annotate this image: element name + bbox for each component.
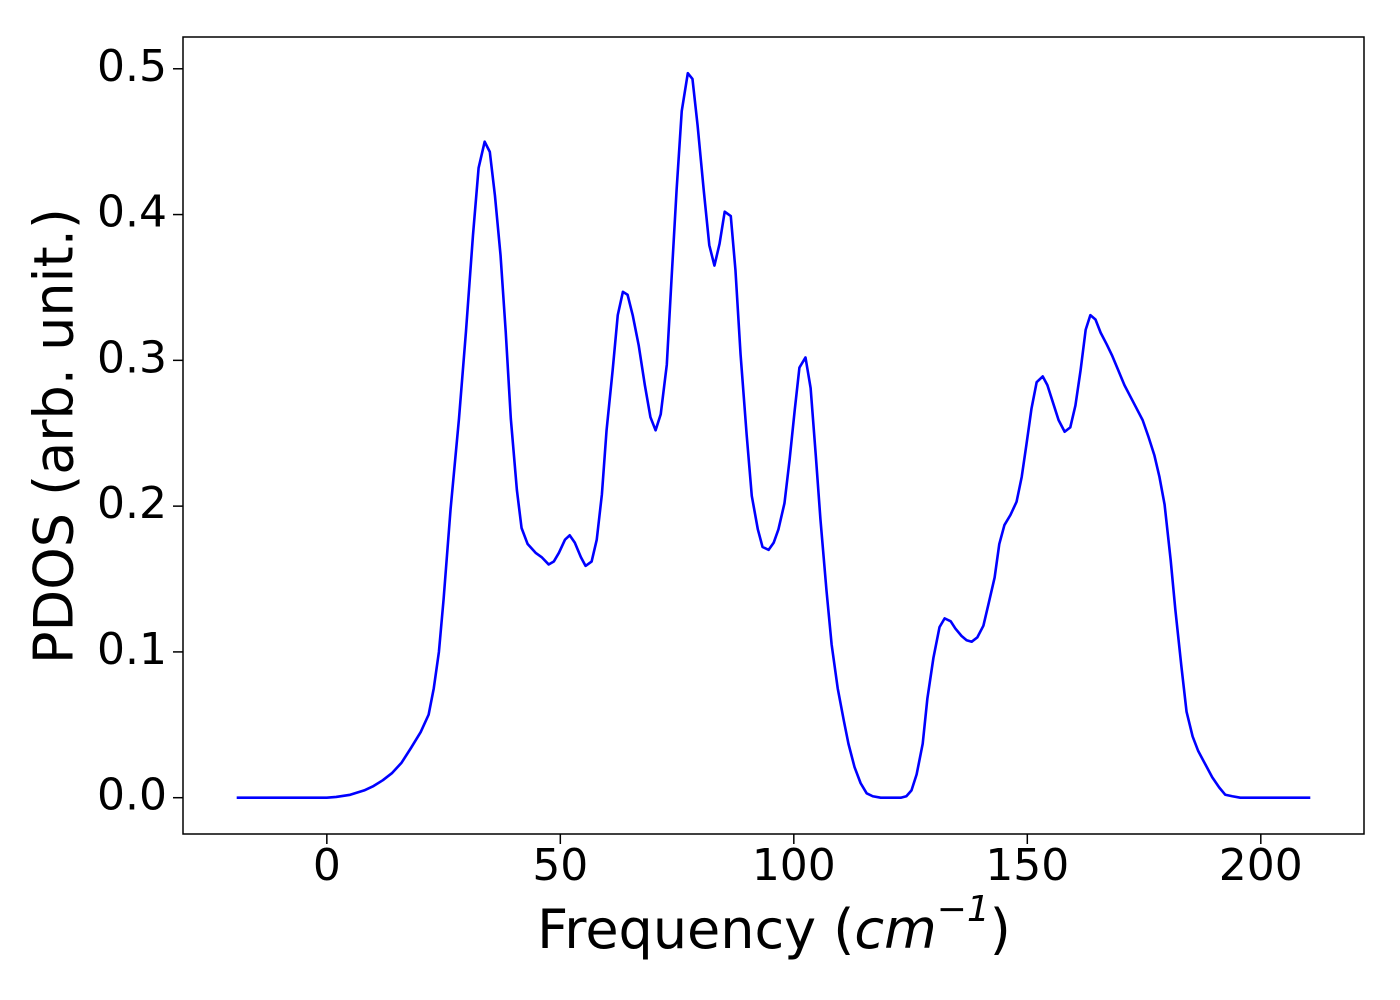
x-tick-label: 50 (532, 840, 588, 891)
x-axis-label: Frequency (cm−1) (537, 889, 1011, 961)
y-tick-label: 0.1 (97, 624, 167, 675)
y-tick-label: 0.3 (97, 332, 167, 383)
y-tick-label: 0.0 (97, 770, 167, 821)
x-tick-label: 150 (985, 840, 1069, 891)
data-line (236, 71, 1311, 799)
x-tick-label: 200 (1219, 840, 1303, 891)
x-label-close: ) (990, 898, 1011, 961)
x-tick-label: 100 (752, 840, 836, 891)
x-label-exponent: −1 (937, 889, 990, 930)
plot-frame (182, 36, 1365, 835)
x-label-text: Frequency ( (537, 898, 854, 961)
y-tick-label: 0.2 (97, 478, 167, 529)
y-tick-label: 0.5 (97, 41, 167, 92)
y-axis-label: PDOS (arb. unit.) (23, 208, 86, 664)
x-label-unit: cm (854, 898, 936, 961)
y-tick-label: 0.4 (97, 187, 167, 238)
x-tick-label: 0 (313, 840, 341, 891)
